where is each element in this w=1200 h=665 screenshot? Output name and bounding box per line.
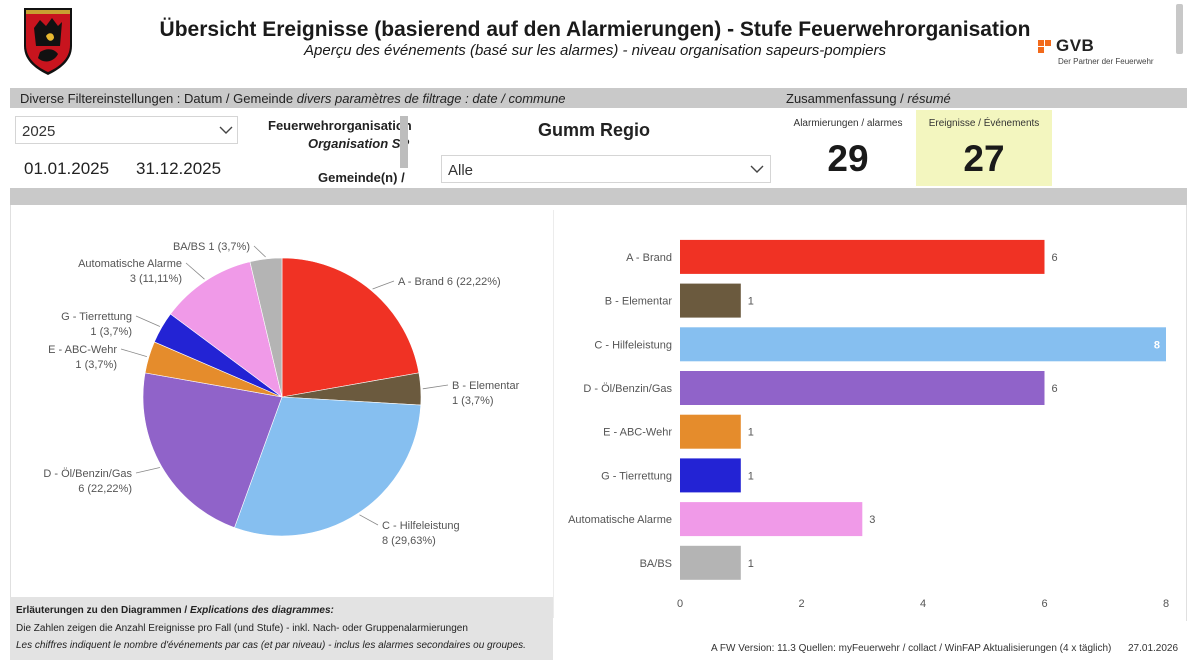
pie-label-value: 1 (3,7%)	[90, 326, 132, 338]
bar-6[interactable]	[680, 502, 863, 537]
summary-header-text: Zusammenfassung / résumé	[786, 91, 951, 106]
kpi-alarms-value: 29	[827, 138, 869, 179]
pie-slice[interactable]	[234, 396, 422, 537]
pie-leader-line	[120, 348, 148, 357]
footer-info: A FW Version: 11.3 Quellen: myFeuerwehr …	[711, 643, 1112, 654]
pie-label-value: 6 (22,22%)	[78, 483, 132, 495]
kpi-events-value: 27	[963, 138, 1005, 179]
pie-leader-line	[372, 280, 395, 290]
pie-label-value: 1 (3,7%)	[75, 359, 117, 371]
pie-label-value: 1 (3,7%)	[452, 395, 494, 407]
pie-label: B - Elementar	[452, 380, 520, 392]
x-tick-label: 0	[677, 598, 683, 610]
pie-label-value: 3 (11,11%)	[130, 273, 182, 285]
bar-value-label: 6	[1052, 383, 1058, 395]
date-to[interactable]: 31.12.2025	[136, 159, 222, 178]
bar-2[interactable]	[680, 327, 1166, 362]
gvb-tagline: Der Partner der Feuerwehr	[1058, 57, 1154, 66]
kpi-alarms-label: Alarmierungen / alarmes	[793, 118, 903, 129]
pie-label: A - Brand 6 (22,22%)	[398, 276, 501, 288]
bar-category-label: C - Hilfeleistung	[594, 339, 672, 351]
pie-label: E - ABC-Wehr	[48, 344, 117, 356]
page-subtitle: Aperçu des événements (basé sur les alar…	[304, 42, 886, 59]
x-tick-label: 2	[798, 598, 804, 610]
x-tick-label: 8	[1163, 598, 1169, 610]
pie-label: Automatische Alarme	[78, 258, 182, 270]
bar-5[interactable]	[680, 458, 741, 493]
org-name: Gumm Regio	[537, 120, 650, 140]
year-value: 2025	[22, 123, 56, 140]
label-scrollbar[interactable]	[400, 116, 408, 168]
gemeinde-dropdown[interactable]: Alle	[441, 155, 771, 183]
separator-bar	[10, 188, 1187, 205]
chevron-down-icon	[750, 165, 764, 173]
bar-value-label: 6	[1052, 252, 1058, 264]
gemeinde-label: Gemeinde(n) /	[318, 170, 405, 185]
pie-label: BA/BS 1 (3,7%)	[173, 241, 250, 253]
filter-header-text: Diverse Filtereinstellungen : Datum / Ge…	[20, 91, 566, 106]
pie-label: D - Öl/Benzin/Gas	[43, 468, 132, 480]
org-label: Feuerwehrorganisation	[268, 118, 412, 133]
bar-7[interactable]	[680, 545, 741, 580]
chevron-down-icon	[219, 126, 233, 134]
pie-leader-line	[135, 315, 161, 327]
footer-date: 27.01.2026	[1128, 643, 1179, 654]
date-from[interactable]: 01.01.2025	[24, 159, 110, 178]
bar-category-label: A - Brand	[626, 252, 672, 264]
x-tick-label: 6	[1041, 598, 1047, 610]
bar-value-label: 1	[748, 558, 754, 570]
bar-value-label: 1	[748, 296, 754, 308]
year-dropdown[interactable]: 2025	[15, 116, 238, 144]
pie-slice[interactable]	[170, 261, 283, 398]
chart-divider	[553, 210, 554, 618]
org-label-fr: Organisation SP	[308, 136, 410, 151]
bar-category-label: Automatische Alarme	[568, 514, 672, 526]
pie-chart: A - Brand 6 (22,22%) B - Elementar 1 (3,7%…	[43, 241, 520, 547]
bar-3[interactable]	[680, 371, 1045, 405]
notes-line-fr: Les chiffres indiquent le nombre d'événe…	[16, 640, 526, 651]
bar-value-label: 1	[748, 427, 754, 439]
bar-category-label: B - Elementar	[605, 296, 673, 308]
bar-category-label: G - Tierrettung	[601, 470, 672, 482]
page-title: Übersicht Ereignisse (basierend auf den …	[159, 18, 1031, 41]
bar-chart: A - Brand 6 B - Elementar 1 C - Hilfeleistun…	[568, 239, 1169, 610]
filter-header-bar: Diverse Filtereinstellungen : Datum / Ge…	[10, 88, 1187, 108]
bar-category-label: BA/BS	[640, 558, 672, 570]
kpi-events-card: Ereignisse / Événements 27	[916, 110, 1052, 186]
pie-slice[interactable]	[249, 257, 283, 398]
page-scrollbar[interactable]	[1176, 4, 1183, 54]
notes-line-de: Die Zahlen zeigen die Anzahl Ereignisse …	[16, 623, 468, 634]
bar-value-label: 1	[748, 470, 754, 482]
chart-notes: Erläuterungen zu den Diagrammen / Explic…	[10, 597, 553, 660]
kpi-alarms-card: Alarmierungen / alarmes 29	[780, 110, 916, 186]
bar-value-label: 8	[1154, 339, 1160, 351]
inspectorate-logo	[24, 8, 72, 75]
x-tick-label: 4	[920, 598, 926, 610]
bar-1[interactable]	[680, 283, 741, 318]
charts-panel	[10, 205, 1187, 621]
pie-leader-line	[185, 262, 205, 280]
gemeinde-value: Alle	[448, 162, 474, 179]
pie-slice[interactable]	[281, 257, 420, 398]
bar-4[interactable]	[680, 414, 741, 449]
pie-leader-line	[135, 467, 160, 474]
bar-value-label: 3	[869, 514, 875, 526]
pie-leader-line	[253, 245, 266, 258]
bar-category-label: E - ABC-Wehr	[603, 427, 672, 439]
notes-title: Erläuterungen zu den Diagrammen / Explic…	[16, 605, 334, 616]
bar-0[interactable]	[680, 239, 1045, 274]
pie-label: G - Tierrettung	[61, 311, 132, 323]
gvb-name: GVB	[1056, 36, 1095, 55]
bar-category-label: D - Öl/Benzin/Gas	[583, 383, 672, 395]
pie-label: C - Hilfeleistung	[382, 520, 460, 532]
gvb-mark-icon	[1038, 40, 1051, 53]
pie-slice[interactable]	[142, 372, 283, 529]
pie-leader-line	[359, 514, 379, 526]
pie-label-value: 8 (29,63%)	[382, 535, 436, 547]
pie-leader-line	[422, 384, 449, 390]
kpi-events-label: Ereignisse / Événements	[928, 118, 1040, 129]
